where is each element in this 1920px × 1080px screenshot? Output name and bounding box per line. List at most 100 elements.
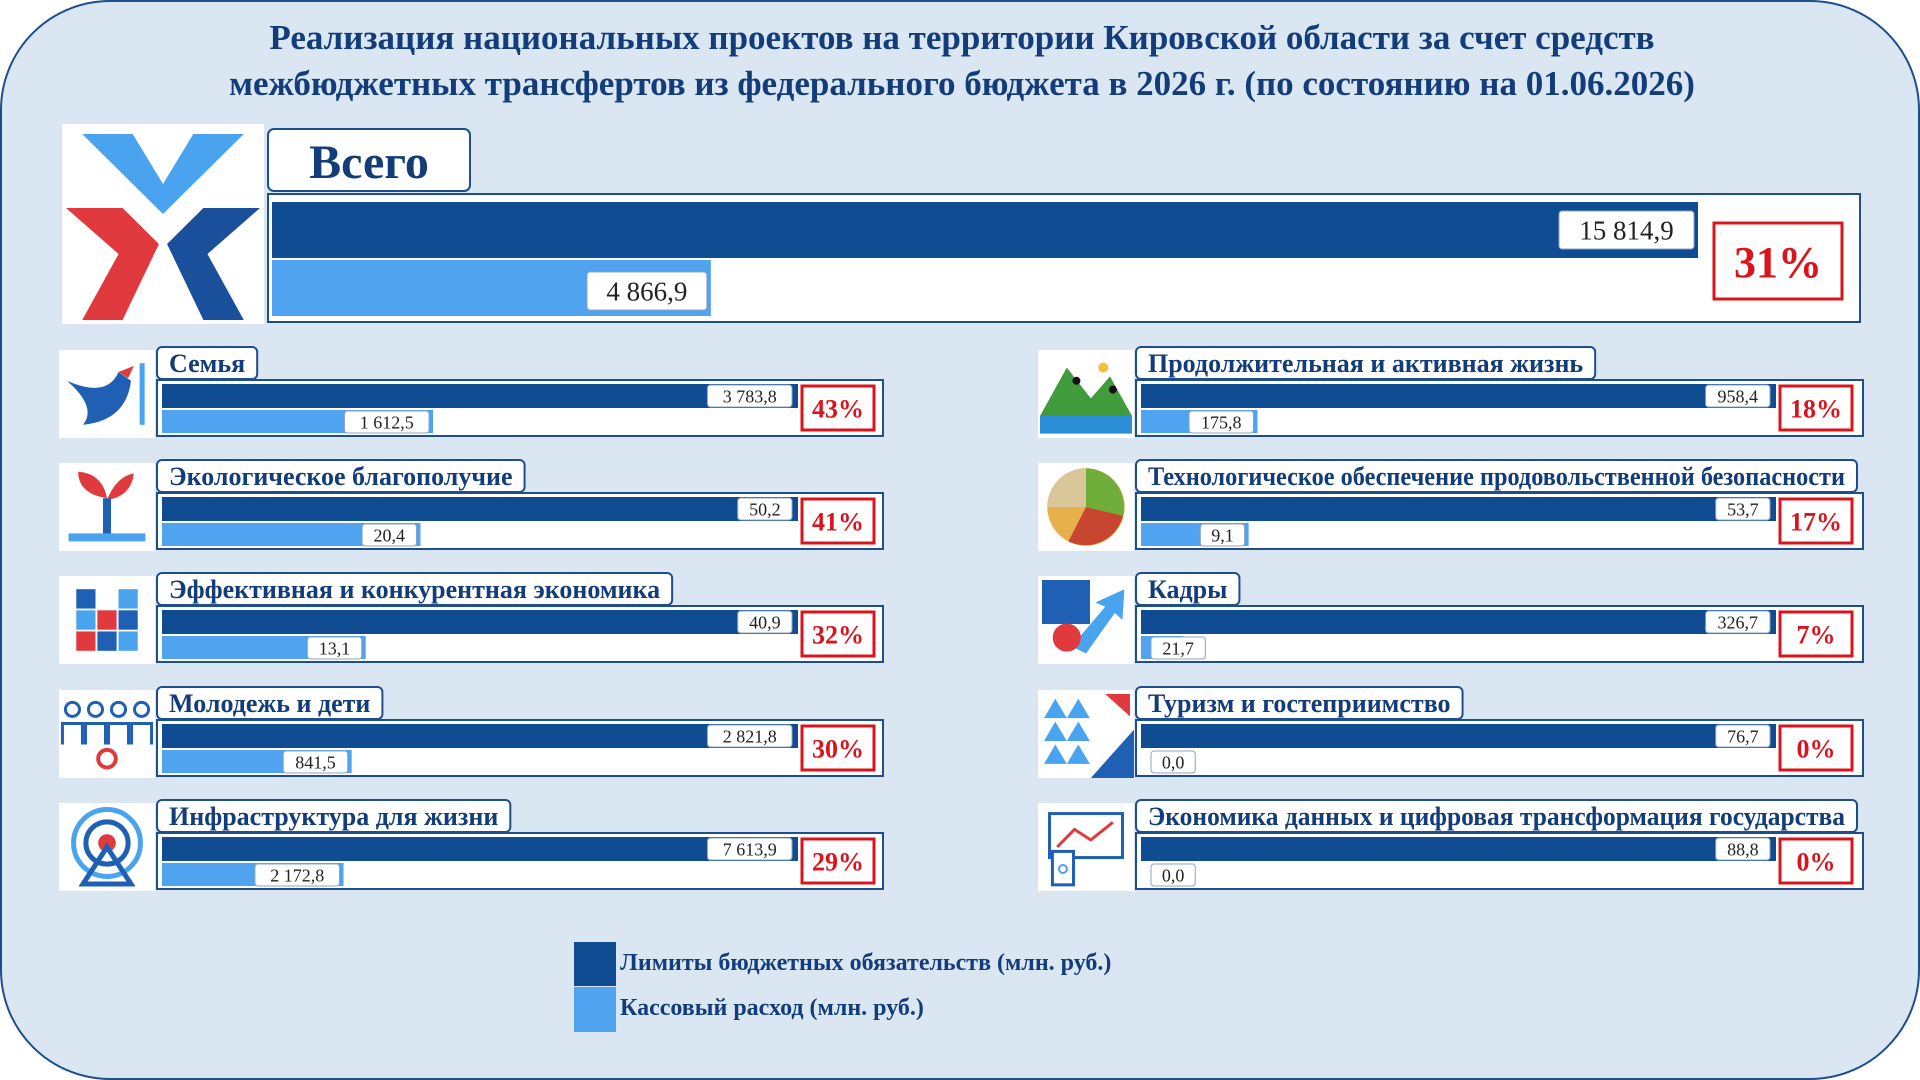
project-8-cash-label: 21,7 bbox=[1150, 636, 1206, 660]
project-7-cash-label: 9,1 bbox=[1199, 523, 1246, 547]
total-cash-label-box bbox=[586, 271, 708, 311]
project-6-limit-label-text: 958,4 bbox=[1718, 386, 1759, 406]
total-icon bbox=[62, 124, 264, 324]
project-8-percent: 7% bbox=[1797, 620, 1836, 649]
project-5-limit-label-box bbox=[706, 837, 793, 861]
total-limit-bar bbox=[272, 202, 1698, 258]
project-9-cash-label-text: 0,0 bbox=[1162, 752, 1185, 772]
project-2-name-tab bbox=[156, 459, 526, 493]
project-2-icon bbox=[59, 463, 155, 551]
project-1-name: Семья bbox=[169, 349, 245, 378]
project-4-name: Молодежь и дети bbox=[169, 689, 370, 718]
project-10-cash-label-box bbox=[1150, 863, 1196, 887]
project-2-percent: 41% bbox=[812, 507, 864, 536]
project-6-limit-label: 958,4 bbox=[1705, 384, 1771, 408]
legend-cash-swatch bbox=[574, 987, 616, 1032]
project-2-cash-label: 20,4 bbox=[361, 523, 417, 547]
project-9-name: Туризм и гостеприимство bbox=[1148, 689, 1451, 718]
project-3-cash-label: 13,1 bbox=[306, 636, 363, 660]
project-7-name-tab bbox=[1135, 459, 1858, 493]
project-2-limit-bar bbox=[162, 497, 798, 521]
project-9-cash-label: 0,0 bbox=[1150, 750, 1196, 774]
project-6-cash-label-box bbox=[1188, 410, 1254, 434]
project-2-cash-label-text: 20,4 bbox=[374, 525, 406, 545]
project-3-limit-label: 40,9 bbox=[737, 610, 793, 634]
total-limit-label: 15 814,9 bbox=[1558, 210, 1695, 250]
project-1-limit-label-box bbox=[706, 384, 793, 408]
project-10-name: Экономика данных и цифровая трансформаци… bbox=[1148, 802, 1845, 831]
project-3-name-tab bbox=[156, 572, 674, 606]
project-6-cash-label: 175,8 bbox=[1188, 410, 1254, 434]
project-9-percent-box bbox=[1778, 724, 1854, 772]
project-6-cash-label-text: 175,8 bbox=[1201, 412, 1242, 432]
project-3-limit-label-text: 40,9 bbox=[749, 612, 781, 632]
project-7-limit-label: 53,7 bbox=[1715, 497, 1771, 521]
project-10-cash-label: 0,0 bbox=[1150, 863, 1196, 887]
project-9-cash-label-box bbox=[1150, 750, 1196, 774]
project-3-cash-label-text: 13,1 bbox=[319, 638, 351, 658]
project-7-cash-label-text: 9,1 bbox=[1211, 525, 1234, 545]
project-9-limit-label-text: 76,7 bbox=[1727, 726, 1759, 746]
legend-cash-label: Кассовый расход (млн. руб.) bbox=[620, 995, 924, 1021]
project-3-percent-box bbox=[800, 610, 876, 658]
project-6-limit-label-box bbox=[1705, 384, 1771, 408]
project-8-limit-label-text: 326,7 bbox=[1718, 612, 1759, 632]
project-2-limit-label-text: 50,2 bbox=[749, 499, 781, 519]
project-2-limit-label: 50,2 bbox=[737, 497, 793, 521]
project-6-percent: 18% bbox=[1790, 394, 1842, 423]
project-5-name: Инфраструктура для жизни bbox=[169, 802, 498, 831]
project-5-cash-label: 2 172,8 bbox=[254, 863, 340, 887]
project-7-limit-label-text: 53,7 bbox=[1727, 499, 1759, 519]
total-percent: 31% bbox=[1734, 238, 1822, 287]
total-limit-label-box bbox=[1558, 210, 1695, 250]
project-2-percent-box bbox=[800, 497, 876, 545]
chart-title-line-1: Реализация национальных проектов на терр… bbox=[269, 18, 1655, 57]
legend-limit-label: Лимиты бюджетных обязательств (млн. руб.… bbox=[620, 950, 1111, 976]
project-7-percent: 17% bbox=[1790, 507, 1842, 536]
project-3-name: Эффективная и конкурентная экономика bbox=[169, 575, 660, 604]
total-limit-label-text: 15 814,9 bbox=[1579, 216, 1674, 246]
project-6-name-tab bbox=[1135, 346, 1597, 380]
project-5-percent: 29% bbox=[812, 847, 864, 876]
project-9-limit-label-box bbox=[1715, 724, 1771, 748]
project-3-icon bbox=[59, 576, 155, 664]
project-10-limit-label-text: 88,8 bbox=[1727, 839, 1759, 859]
project-9-limit-label: 76,7 bbox=[1715, 724, 1771, 748]
project-1-icon bbox=[59, 350, 155, 438]
project-10-limit-label-box bbox=[1715, 837, 1771, 861]
project-5-limit-label-text: 7 613,9 bbox=[723, 839, 777, 859]
project-9-limit-bar bbox=[1141, 724, 1776, 748]
project-7-cash-label-box bbox=[1199, 523, 1246, 547]
project-8-icon bbox=[1038, 576, 1134, 664]
project-1-cash-label-box bbox=[343, 410, 430, 434]
project-1-cash-label: 1 612,5 bbox=[343, 410, 430, 434]
project-6-limit-bar bbox=[1141, 384, 1776, 408]
project-4-name-tab bbox=[156, 686, 384, 720]
project-5-limit-label: 7 613,9 bbox=[706, 837, 793, 861]
project-4-percent: 30% bbox=[812, 734, 864, 763]
total-percent-box bbox=[1712, 221, 1844, 301]
project-3-percent: 32% bbox=[812, 620, 864, 649]
project-4-cash-label-box bbox=[282, 750, 349, 774]
total-label-box bbox=[267, 128, 471, 192]
project-4-cash-label-text: 841,5 bbox=[295, 752, 336, 772]
project-10-limit-bar bbox=[1141, 837, 1776, 861]
total-cash-label-text: 4 866,9 bbox=[606, 277, 687, 307]
project-5-limit-bar bbox=[162, 837, 798, 861]
project-8-limit-bar bbox=[1141, 610, 1776, 634]
project-4-icon-bg bbox=[59, 690, 155, 778]
project-5-cash-label-box bbox=[254, 863, 340, 887]
project-1-limit-label: 3 783,8 bbox=[706, 384, 793, 408]
project-3-limit-bar bbox=[162, 610, 798, 634]
project-7-icon bbox=[1038, 463, 1134, 551]
project-8-cash-label-text: 21,7 bbox=[1162, 638, 1194, 658]
project-8-percent-box bbox=[1778, 610, 1854, 658]
project-6-icon bbox=[1038, 350, 1134, 438]
project-7-limit-label-box bbox=[1715, 497, 1771, 521]
project-1-limit-bar bbox=[162, 384, 798, 408]
project-4-limit-label: 2 821,8 bbox=[706, 724, 793, 748]
project-6-percent-box bbox=[1778, 384, 1854, 432]
project-3-cash-label-box bbox=[306, 636, 363, 660]
project-4-limit-label-text: 2 821,8 bbox=[723, 726, 777, 746]
